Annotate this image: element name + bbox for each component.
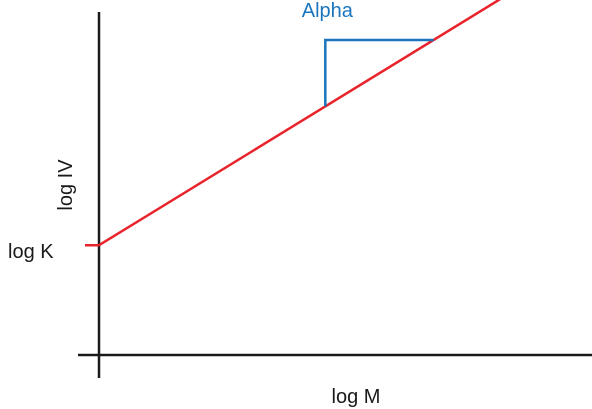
slope-triangle [324,38,434,107]
x-axis-label: log M [332,386,381,408]
intercept-label: log K [8,241,54,263]
series-line [98,0,502,247]
y-axis-label: log IV [55,159,77,211]
slope-label: Alpha [302,0,354,22]
